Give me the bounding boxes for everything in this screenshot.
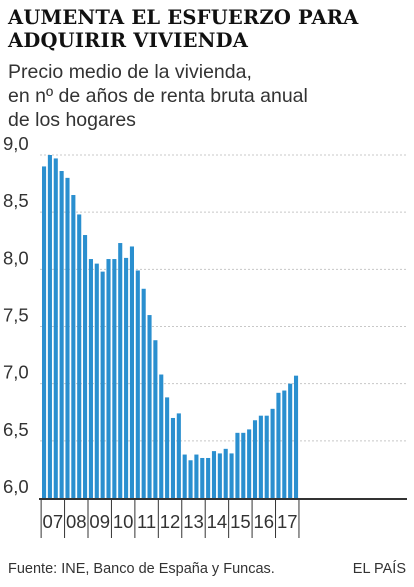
x-tick-label: 08 bbox=[66, 511, 87, 532]
bar bbox=[217, 453, 222, 498]
bar bbox=[124, 257, 129, 498]
x-tick-label: 09 bbox=[89, 511, 110, 532]
bar bbox=[252, 420, 258, 498]
x-tick-label: 11 bbox=[137, 511, 156, 532]
bar bbox=[77, 214, 82, 498]
brand-credit: EL PAÍS bbox=[352, 561, 406, 577]
bar bbox=[165, 397, 170, 498]
x-tick-label: 15 bbox=[230, 511, 251, 532]
y-tick-label: 7,0 bbox=[3, 362, 29, 383]
y-tick-label: 7,5 bbox=[3, 305, 29, 326]
subtitle-line-2: en nº de años de renta bruta anual bbox=[8, 85, 308, 107]
bar bbox=[59, 171, 64, 499]
bar bbox=[53, 158, 58, 498]
bar bbox=[282, 390, 287, 498]
source-note: Fuente: INE, Banco de España y Funcas. bbox=[8, 561, 275, 577]
y-tick-label: 8,5 bbox=[3, 190, 29, 211]
bar bbox=[235, 432, 240, 498]
bar bbox=[71, 195, 76, 498]
x-tick-label: 10 bbox=[113, 511, 134, 532]
x-tick-label: 17 bbox=[277, 511, 298, 532]
subtitle-line-1: Precio medio de la vivienda, bbox=[8, 61, 252, 83]
bar bbox=[147, 315, 152, 498]
bar bbox=[135, 270, 140, 498]
bar bbox=[65, 177, 70, 498]
bar bbox=[47, 155, 52, 498]
y-tick-label: 6,5 bbox=[3, 419, 29, 440]
bar bbox=[170, 417, 176, 498]
bar bbox=[129, 246, 134, 498]
title-line-1: AUMENTA EL ESFUERZO PARA bbox=[8, 6, 359, 29]
bar bbox=[229, 453, 234, 498]
bar bbox=[153, 340, 158, 498]
bar bbox=[141, 288, 146, 498]
bar bbox=[94, 263, 99, 498]
bar bbox=[258, 415, 263, 498]
bar-chart: 9,08,58,07,57,06,56,007 08 09 10 11 12 13 14 15 1… bbox=[3, 133, 407, 538]
bar bbox=[106, 259, 111, 498]
x-tick-label: 14 bbox=[207, 511, 228, 532]
bar bbox=[247, 429, 252, 498]
bar bbox=[88, 259, 93, 498]
bar bbox=[276, 392, 281, 498]
chart-title: AUMENTA EL ESFUERZO PARA ADQUIRIR VIVIEN… bbox=[8, 6, 408, 52]
bar bbox=[194, 454, 199, 498]
bar bbox=[206, 457, 211, 498]
y-tick-label: 9,0 bbox=[3, 133, 29, 154]
subtitle-line-3: de los hogares bbox=[8, 109, 136, 131]
x-tick-label: 16 bbox=[254, 511, 275, 532]
bar bbox=[100, 271, 105, 498]
bar bbox=[241, 432, 246, 498]
bar bbox=[112, 259, 117, 498]
bar bbox=[264, 415, 269, 498]
bar bbox=[288, 383, 293, 498]
x-tick-label: 12 bbox=[160, 511, 181, 532]
bar bbox=[42, 166, 47, 498]
title-line-2: ADQUIRIR VIVIENDA bbox=[8, 29, 249, 52]
bar bbox=[211, 451, 217, 498]
x-tick-label: 13 bbox=[183, 511, 204, 532]
bar bbox=[176, 413, 181, 498]
bar bbox=[182, 454, 187, 498]
bar bbox=[270, 408, 275, 498]
chart-subtitle: Precio medio de la vivienda, en nº de añ… bbox=[8, 60, 408, 132]
bar bbox=[223, 448, 228, 498]
bar bbox=[83, 235, 88, 499]
y-tick-label: 6,0 bbox=[3, 476, 29, 497]
bar bbox=[200, 457, 205, 498]
bar bbox=[188, 460, 193, 498]
bar bbox=[159, 374, 164, 498]
bar bbox=[118, 243, 123, 498]
bar bbox=[293, 375, 299, 498]
x-tick-label: 07 bbox=[43, 511, 64, 532]
y-tick-label: 8,0 bbox=[3, 247, 29, 268]
